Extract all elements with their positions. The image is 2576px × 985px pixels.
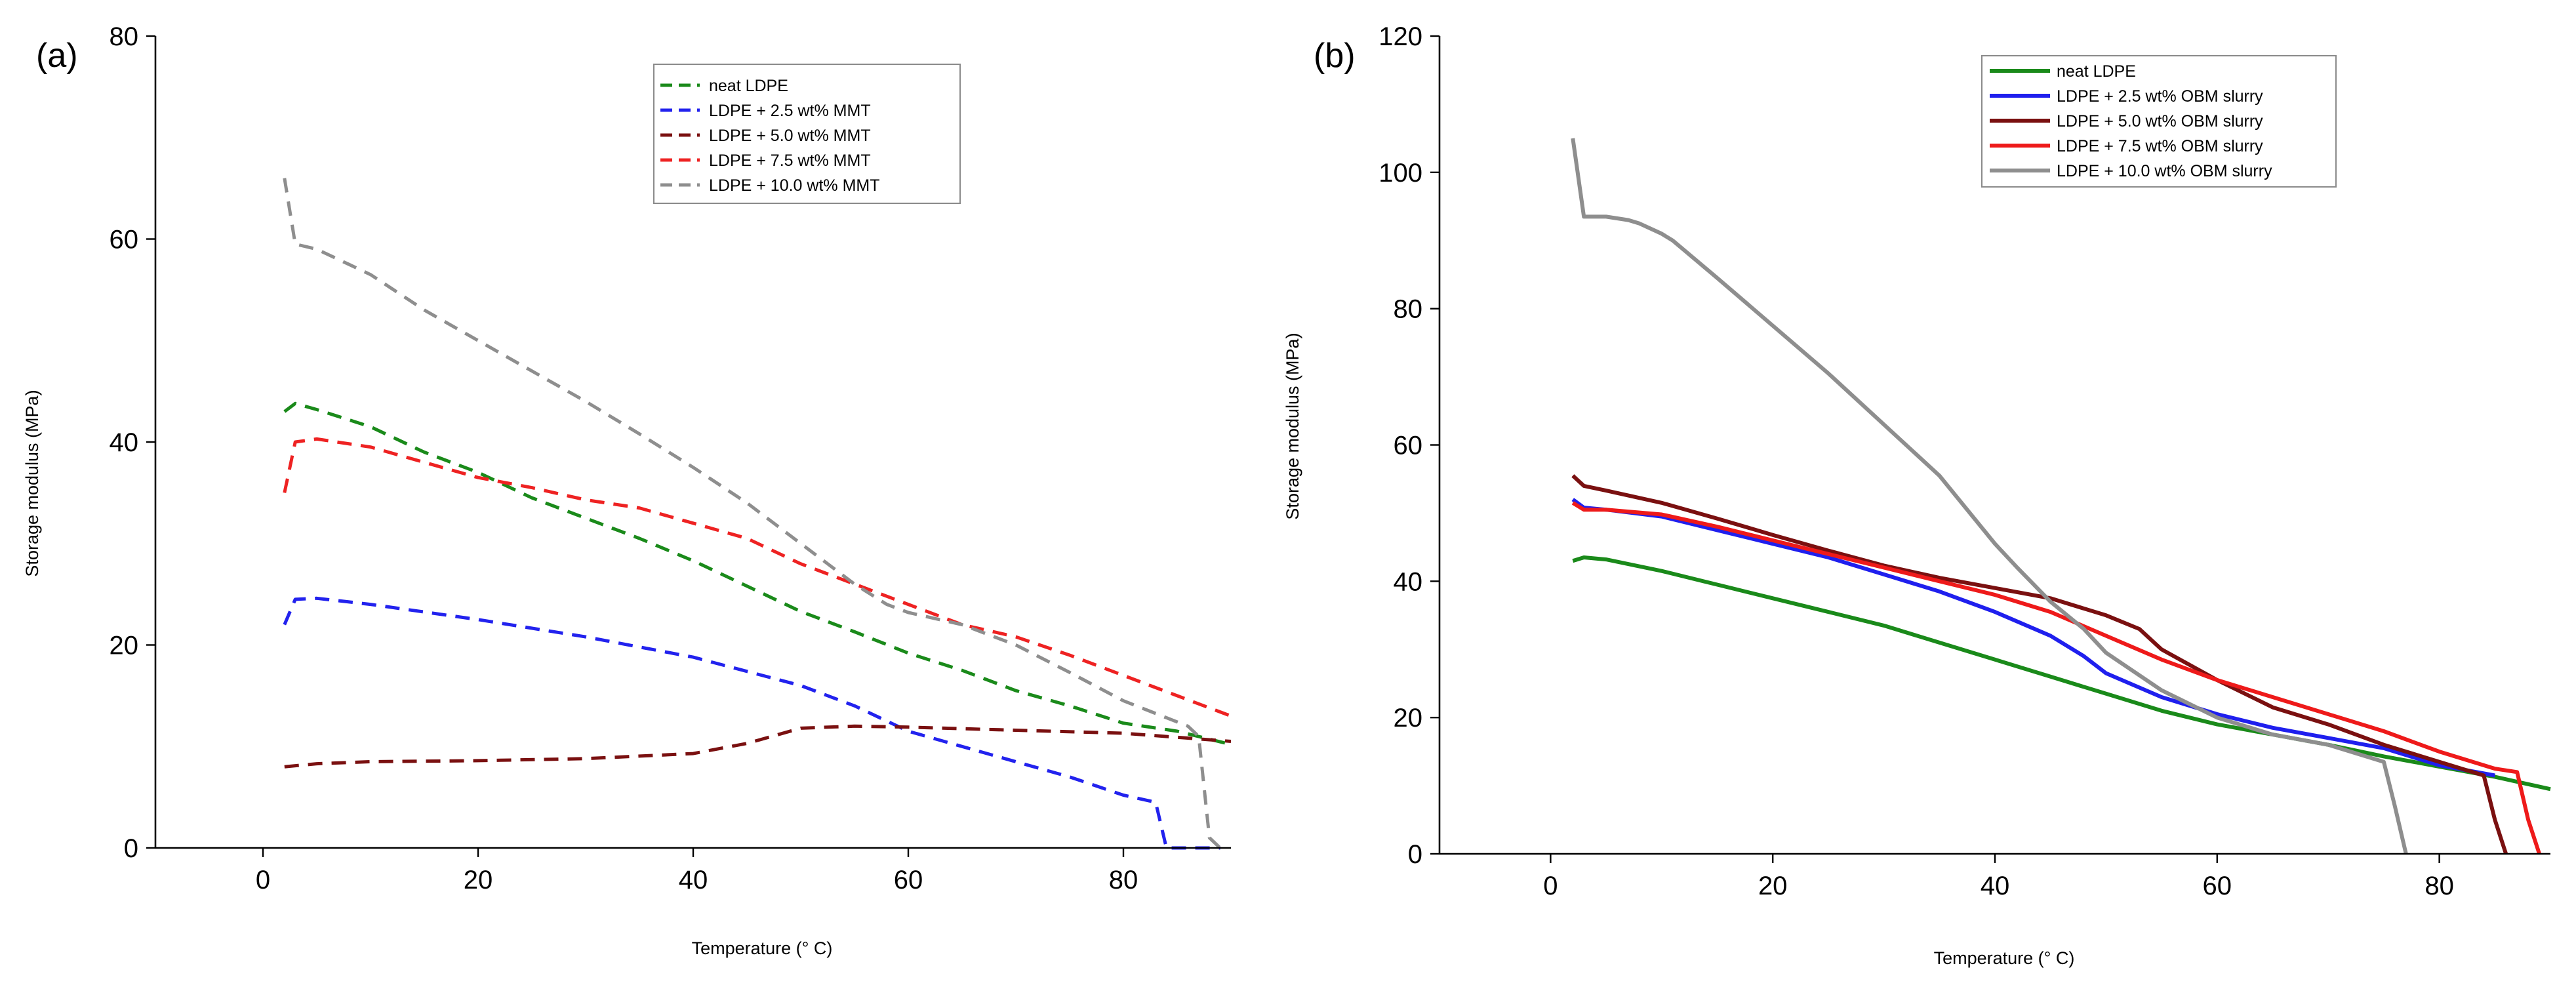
- y-axis-title-b: Storage modulus (MPa): [1283, 332, 1302, 519]
- series-line-b-0: [1572, 555, 2551, 792]
- ticks-a: 0 20 40 60 80 0 20 40 60 80: [110, 22, 1138, 895]
- series-line-b-4: [1571, 138, 2408, 854]
- y-tick-label-a-4: 80: [110, 22, 139, 51]
- series-line-b-2: [1571, 474, 2508, 854]
- x-axis-title-b: Temperature (° C): [1934, 948, 2075, 968]
- legend-label-a-1: LDPE + 2.5 wt% MMT: [709, 102, 871, 120]
- x-axis-title-a: Temperature (° C): [692, 938, 833, 958]
- chart-panel-b: (b) Temperature (° C) Storage modulus (M…: [1283, 22, 2551, 968]
- x-tick-label-b-0: 0: [1543, 872, 1558, 900]
- legend-label-b-2: LDPE + 5.0 wt% OBM slurry: [2057, 112, 2263, 131]
- series-line-a-4: [283, 178, 1222, 849]
- series-line-a-0: [283, 401, 1232, 746]
- y-tick-label-b-0: 0: [1408, 840, 1422, 869]
- series-line-a-1: [283, 596, 1220, 850]
- legend-label-b-4: LDPE + 10.0 wt% OBM slurry: [2057, 162, 2272, 180]
- y-tick-label-b-5: 100: [1379, 159, 1422, 188]
- x-tick-label-a-2: 40: [679, 866, 708, 895]
- y-tick-label-a-2: 40: [110, 428, 139, 457]
- x-tick-label-b-2: 40: [1981, 872, 2010, 900]
- series-group-b: [1571, 138, 2551, 854]
- x-tick-label-a-4: 80: [1109, 866, 1138, 895]
- x-tick-label-a-0: 0: [256, 866, 270, 895]
- series-group-a: [283, 178, 1232, 850]
- legend-label-b-1: LDPE + 2.5 wt% OBM slurry: [2057, 87, 2263, 106]
- y-tick-label-b-2: 40: [1394, 567, 1423, 596]
- legend-a: neat LDPE LDPE + 2.5 wt% MMT LDPE + 5.0 wt…: [653, 64, 961, 204]
- y-tick-label-a-3: 60: [110, 226, 139, 254]
- y-tick-label-a-0: 0: [124, 834, 138, 863]
- y-tick-label-b-4: 80: [1394, 295, 1423, 324]
- legend-label-a-3: LDPE + 7.5 wt% MMT: [709, 151, 871, 170]
- legend-b: neat LDPE LDPE + 2.5 wt% OBM slurry LDPE +…: [1981, 55, 2337, 188]
- y-tick-label-b-6: 120: [1379, 22, 1422, 51]
- legend-label-b-0: neat LDPE: [2057, 62, 2136, 81]
- series-line-b-1: [1571, 498, 2495, 778]
- panel-label-b: (b): [1314, 37, 1356, 75]
- y-tick-label-a-1: 20: [110, 632, 139, 660]
- y-tick-label-b-1: 20: [1394, 704, 1423, 733]
- y-tick-label-b-3: 60: [1394, 432, 1423, 460]
- chart-panel-a: (a) Temperature (° C) Storage modulus (M…: [22, 22, 1232, 958]
- panel-label-a: (a): [36, 37, 78, 75]
- x-tick-label-b-1: 20: [1758, 872, 1788, 900]
- x-tick-label-a-3: 60: [894, 866, 923, 895]
- x-tick-label-b-3: 60: [2203, 872, 2232, 900]
- legend-label-b-3: LDPE + 7.5 wt% OBM slurry: [2057, 137, 2263, 155]
- legend-label-a-4: LDPE + 10.0 wt% MMT: [709, 176, 880, 195]
- series-line-a-2: [284, 724, 1232, 769]
- y-axis-title-a: Storage modulus (MPa): [22, 390, 42, 576]
- series-line-a-3: [283, 437, 1232, 718]
- x-tick-label-b-4: 80: [2425, 872, 2454, 900]
- legend-label-a-2: LDPE + 5.0 wt% MMT: [709, 127, 871, 145]
- legend-box-a: [653, 64, 961, 204]
- ticks-b: 0 20 40 60 80 0 20 40 60 80 100 120: [1379, 22, 2454, 900]
- legend-label-a-0: neat LDPE: [709, 77, 788, 95]
- x-tick-label-a-1: 20: [464, 866, 493, 895]
